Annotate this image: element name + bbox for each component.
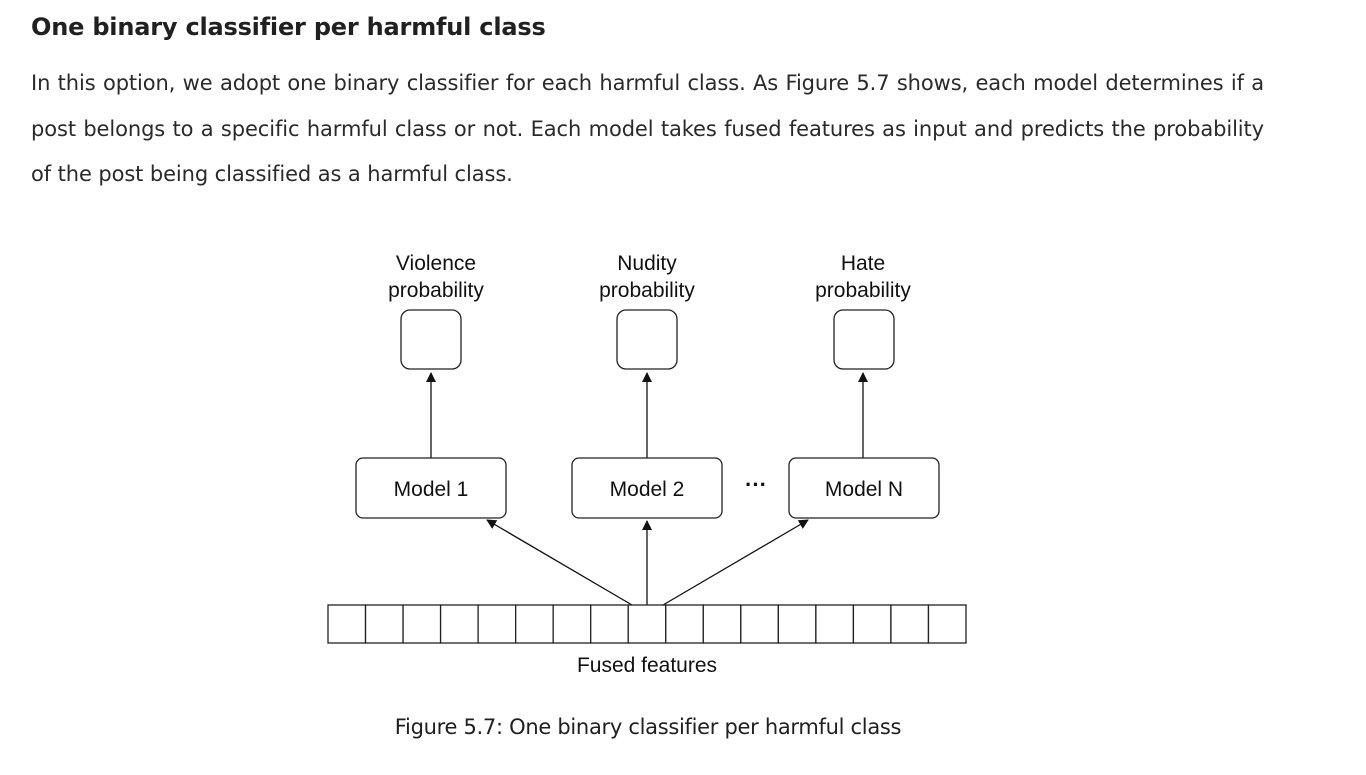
model-box-2: Model 2 xyxy=(571,457,723,519)
feature-cell xyxy=(815,604,855,644)
feature-cell xyxy=(665,604,704,644)
fused-features-label: Fused features xyxy=(577,654,717,677)
output-label-violence: Violence probability xyxy=(388,252,484,302)
svg-text:probability: probability xyxy=(388,279,484,302)
svg-text:Model 2: Model 2 xyxy=(610,478,685,501)
model-box-n: Model N xyxy=(788,457,940,519)
feature-cell xyxy=(477,604,517,644)
arrow-features-model1 xyxy=(486,519,633,606)
svg-text:probability: probability xyxy=(599,279,695,302)
feature-cell xyxy=(327,604,367,644)
output-label-nudity: Nudity probability xyxy=(599,252,695,302)
svg-text:probability: probability xyxy=(815,279,911,302)
section-heading: One binary classifier per harmful class xyxy=(31,13,546,41)
feature-cell xyxy=(852,604,892,644)
output-box-hate xyxy=(833,309,895,370)
svg-text:Nudity: Nudity xyxy=(617,252,677,275)
feature-cell xyxy=(515,604,554,644)
feature-cell xyxy=(927,604,967,644)
body-paragraph: In this option, we adopt one binary clas… xyxy=(31,71,1264,186)
svg-text:Hate: Hate xyxy=(841,252,885,275)
fused-feature-vector xyxy=(327,604,967,644)
output-box-nudity xyxy=(616,309,678,370)
feature-cell xyxy=(890,604,930,644)
feature-cell xyxy=(552,604,592,644)
model-box-1: Model 1 xyxy=(355,457,507,519)
output-box-violence xyxy=(400,309,462,370)
feature-cell xyxy=(402,604,442,644)
feature-cell xyxy=(702,604,742,644)
feature-cell xyxy=(740,604,780,644)
feature-cell xyxy=(439,604,479,644)
figure-caption: Figure 5.7: One binary classifier per ha… xyxy=(394,715,902,739)
ellipsis: ··· xyxy=(745,472,767,497)
svg-text:Violence: Violence xyxy=(396,252,476,275)
feature-cell xyxy=(364,604,404,644)
feature-cell xyxy=(777,604,817,644)
output-label-hate: Hate probability xyxy=(815,252,911,302)
svg-text:Model 1: Model 1 xyxy=(394,478,469,501)
feature-cell xyxy=(590,604,629,644)
svg-text:Model N: Model N xyxy=(825,478,903,501)
feature-cell xyxy=(627,604,667,644)
arrow-features-modelN xyxy=(662,519,809,606)
